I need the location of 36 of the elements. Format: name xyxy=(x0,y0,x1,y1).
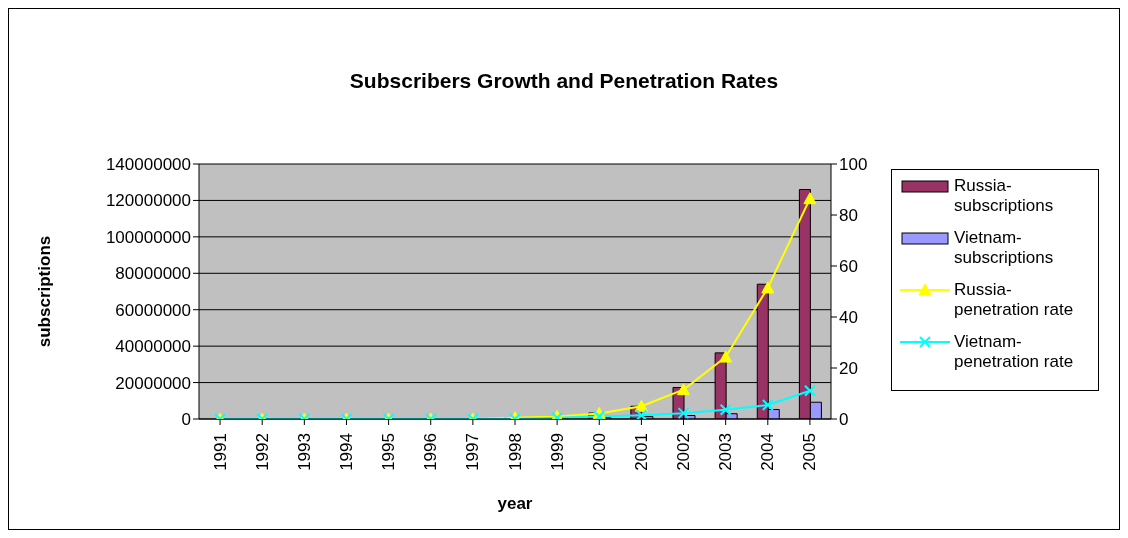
y2-tick-label: 80 xyxy=(839,206,858,226)
y-axis-title: subscriptions xyxy=(35,235,55,348)
y-tick-label: 20000000 xyxy=(115,373,191,393)
x-tick-label: 2004 xyxy=(758,433,778,471)
x-tick-label: 1992 xyxy=(252,433,272,471)
x-tick-label: 2002 xyxy=(674,433,694,471)
y-tick-label: 140000000 xyxy=(105,155,191,175)
legend-label: Vietnam-subscriptions xyxy=(954,228,1055,268)
y2-tick-label: 60 xyxy=(839,257,858,277)
x-tick-label: 2005 xyxy=(800,433,820,471)
x-tick-label: 2001 xyxy=(631,433,651,471)
x-tick-label: 1999 xyxy=(547,433,567,471)
x-tick-label: 2003 xyxy=(716,433,736,471)
y2-tick-label: 40 xyxy=(839,308,858,328)
x-tick-label: 1994 xyxy=(336,433,356,471)
x-axis-title: year xyxy=(497,494,533,513)
y2-tick-label: 20 xyxy=(839,359,858,379)
x-tick-label: 1995 xyxy=(379,433,399,471)
y2-tick-label: 0 xyxy=(839,410,849,430)
x-tick-label: 2000 xyxy=(589,433,609,471)
legend-label: Russia-penetration rate xyxy=(954,280,1074,320)
legend-label: Vietnam-penetration rate xyxy=(954,332,1074,372)
legend-label: Russia-subscriptions xyxy=(954,176,1055,216)
y-tick-label: 60000000 xyxy=(115,300,191,320)
y-tick-label: 80000000 xyxy=(115,264,191,284)
chart-title: Subscribers Growth and Penetration Rates xyxy=(348,69,780,93)
x-tick-label: 1998 xyxy=(505,433,525,471)
x-tick-label: 1993 xyxy=(294,433,314,471)
y2-tick-label: 100 xyxy=(839,155,868,175)
x-tick-label: 1991 xyxy=(210,433,230,471)
x-tick-label: 1997 xyxy=(463,433,483,471)
y-tick-label: 120000000 xyxy=(105,191,191,211)
y-tick-label: 100000000 xyxy=(105,227,191,247)
x-tick-label: 1996 xyxy=(421,433,441,471)
y-tick-label: 40000000 xyxy=(115,337,191,357)
y-tick-label: 0 xyxy=(181,410,191,430)
